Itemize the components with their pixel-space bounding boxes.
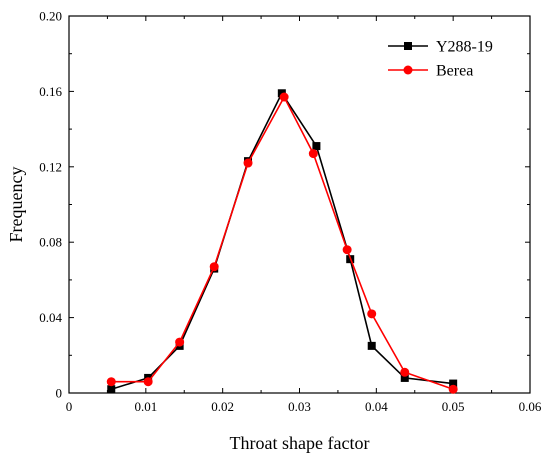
- x-tick-label: 0.03: [288, 399, 311, 414]
- legend-item: Berea: [388, 63, 473, 80]
- y-tick-label: 0.20: [39, 9, 62, 24]
- y-tick-label: 0.12: [39, 159, 62, 174]
- data-point-square: [449, 379, 458, 388]
- legend-label: Y288-19: [436, 39, 493, 56]
- series-layer: [106, 89, 458, 394]
- x-tick-label: 0.05: [442, 399, 465, 414]
- data-point-circle: [308, 149, 318, 159]
- x-tick-label: 0: [66, 399, 73, 414]
- series-line: [111, 91, 454, 390]
- x-axis-title: Throat shape factor: [230, 433, 370, 453]
- data-point-square: [312, 142, 321, 151]
- y-tick-label: 0.16: [39, 84, 62, 99]
- data-point-circle: [400, 367, 410, 377]
- data-point-circle: [367, 309, 377, 319]
- legend-item: Y288-19: [388, 39, 493, 56]
- series-line: [111, 95, 454, 390]
- x-tick-label: 0.06: [519, 399, 542, 414]
- x-tick-label: 0.01: [134, 399, 157, 414]
- x-tick-label: 0.04: [365, 399, 388, 414]
- y-tick-label: 0: [56, 386, 63, 401]
- y-tick-label: 0.04: [39, 310, 62, 325]
- data-point-circle: [279, 92, 289, 102]
- data-point-circle: [175, 337, 185, 347]
- data-point-square: [367, 341, 376, 350]
- legend-marker: [404, 42, 412, 50]
- legend-marker: [403, 65, 413, 75]
- y-axis-title: Frequency: [6, 167, 26, 243]
- data-point-circle: [106, 377, 116, 387]
- x-tick-label: 0.02: [211, 399, 234, 414]
- y-tick-label: 0.08: [39, 235, 62, 250]
- series-y288-19: [107, 89, 458, 394]
- data-point-circle: [143, 377, 153, 387]
- legend-label: Berea: [436, 63, 473, 80]
- data-point-circle: [342, 245, 352, 255]
- data-point-circle: [243, 158, 253, 168]
- data-point-square: [107, 385, 116, 394]
- legend: Y288-19 Berea: [388, 39, 493, 80]
- data-point-square: [400, 373, 409, 382]
- data-point-circle: [209, 262, 219, 272]
- series-berea: [106, 92, 458, 394]
- axes: 0 0.01 0.02 0.03 0.04 0.05 0.06 0 0.04 0.08 0.12 0.…: [39, 9, 542, 415]
- data-point-circle: [448, 384, 458, 394]
